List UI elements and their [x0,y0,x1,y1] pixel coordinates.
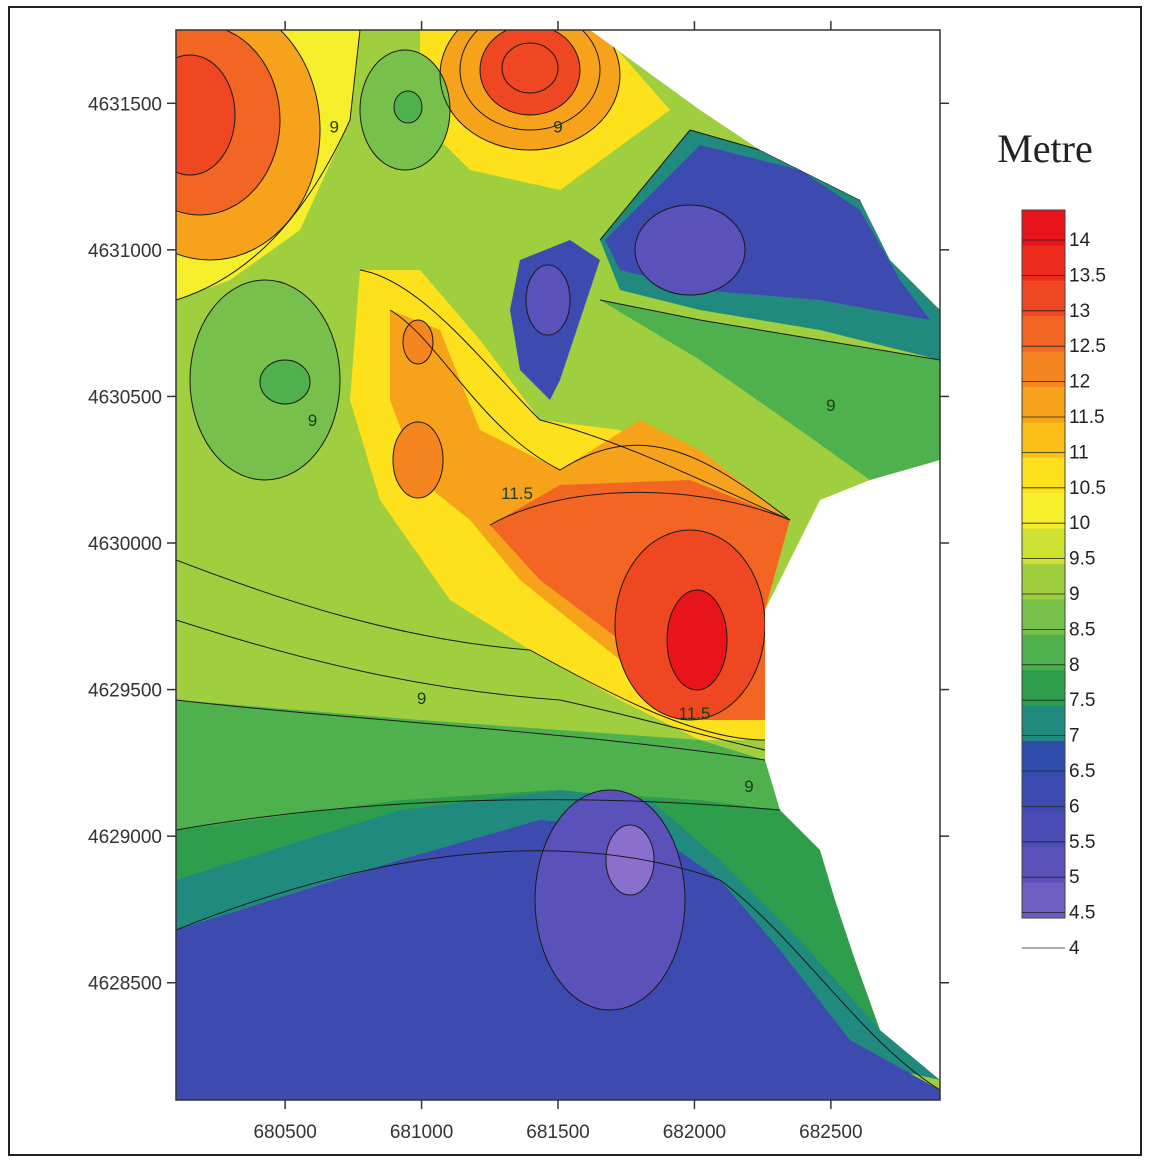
y-tick-label: 4631000 [88,241,162,262]
fill-red-n [480,30,580,115]
fill-violet-south [535,790,685,1010]
legend-swatch [1022,847,1065,884]
legend-swatch [1022,811,1065,848]
legend-swatch [1022,776,1065,813]
legend-swatch [1022,741,1065,777]
x-tick-label: 682500 [799,1122,862,1143]
legend-level-label: 4.5 [1069,903,1095,924]
y-tick-label: 4630500 [88,387,162,408]
legend-swatch [1022,670,1065,707]
legend-swatch [1022,210,1065,246]
fill-red-nw [176,55,235,175]
contour-lines [176,30,940,1091]
legend-level-label: 10 [1069,513,1090,534]
legend-swatch [1022,457,1065,494]
legend-level-label: 10.5 [1069,478,1106,499]
legend-swatch [1022,882,1065,919]
y-tick-label: 4629500 [88,681,162,702]
legend-swatch [1022,599,1065,636]
contour-value-label: 9 [553,118,562,137]
legend-labels: 14 13.5 13 12.5 12 11.5 11 10.5 10 9.5 9 8.5 8 7.5 7 6.… [1069,230,1106,959]
fill-green-band-ne [600,300,940,480]
legend-level-label: 13.5 [1069,265,1106,286]
fill-red-se-core [667,590,727,690]
contour-value-label: 9 [826,396,835,415]
contour-value-label: 11.5 [501,484,533,503]
contour-value-label: 9 [330,118,339,137]
legend-swatch [1022,705,1065,742]
legend-swatches [1021,209,1066,949]
fill-orange-spot-2 [393,422,443,498]
axis-ticks [167,21,949,1109]
y-tick-label: 4628500 [88,974,162,995]
legend-level-label: 5 [1069,867,1080,888]
legend-swatch [1022,564,1065,600]
fill-violet-south-core [606,825,654,895]
legend-title: Metre [997,126,1093,171]
legend-level-label: 7 [1069,726,1080,747]
legend-bar-border [1021,209,1066,919]
fill-green-n-core [394,91,422,123]
legend: Metre 14 13.5 13 12.5 12 11.5 11 10.5 10 9.5 9 8.5 8… [997,126,1106,959]
legend-level-label: 9.5 [1069,549,1095,570]
legend-swatch [1022,387,1065,423]
contour-fill-area [176,30,940,1100]
legend-swatch [1022,280,1065,317]
legend-level-label: 12.5 [1069,336,1106,357]
y-tick-labels: 4631500 4631000 4630500 4630000 4629500 46290… [88,94,162,994]
legend-level-label: 9 [1069,584,1080,605]
legend-level-label: 6.5 [1069,761,1095,782]
legend-level-label: 8 [1069,655,1080,676]
contour-value-label: 11.5 [679,704,711,723]
y-tick-label: 4631500 [88,94,162,115]
legend-level-label: 13 [1069,301,1090,322]
legend-level-label: 4 [1069,938,1080,959]
legend-level-label: 11 [1069,442,1089,463]
legend-level-label: 8.5 [1069,619,1095,640]
y-tick-label: 4629000 [88,827,162,848]
legend-level-label: 5.5 [1069,832,1095,853]
legend-swatch [1022,245,1065,282]
x-tick-label: 681000 [390,1122,453,1143]
contour-value-label: 9 [308,411,317,430]
legend-level-label: 14 [1069,230,1091,251]
fill-green-south-band [176,700,780,830]
fill-green-w-core [260,360,310,404]
fill-orange-spot-1 [403,320,433,364]
legend-swatch [1022,316,1065,353]
legend-level-label: 12 [1069,372,1090,393]
legend-swatch [1022,422,1065,459]
x-tick-label: 680500 [253,1122,316,1143]
contour-value-label: 9 [417,689,426,708]
contour-value-label: 9 [744,777,753,796]
x-tick-label: 681500 [526,1122,589,1143]
legend-swatch [1022,634,1065,671]
legend-swatch [1022,351,1065,388]
x-tick-label: 682000 [663,1122,726,1143]
fill-teal-south-2 [176,790,940,1080]
legend-level-label: 6 [1069,796,1080,817]
legend-level-label: 11.5 [1069,407,1105,428]
fill-violet-ne [635,205,745,295]
legend-level-label: 7.5 [1069,690,1095,711]
y-tick-label: 4630000 [88,534,162,555]
legend-swatch [1022,528,1065,565]
legend-swatch [1022,493,1065,530]
x-tick-labels: 680500 681000 681500 682000 682500 [253,1122,862,1143]
contour-labels: 9 9 9 9 11.5 9 11.5 9 [308,118,836,797]
fill-violet-central [526,265,570,335]
